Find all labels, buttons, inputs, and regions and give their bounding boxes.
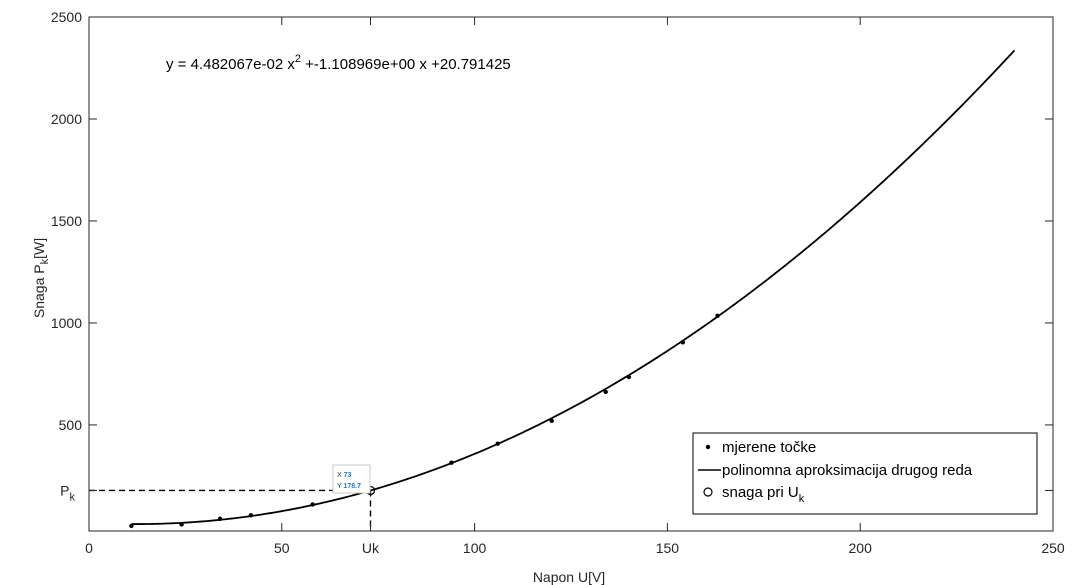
datatip-y: Y 178.7 [337, 483, 361, 490]
legend-label-power: snaga pri Uk [722, 484, 805, 505]
axes: 0 50 Uk 100 150 200 250 Pk 500 1000 1500 2000 2500 [51, 9, 1065, 556]
data-point [179, 522, 184, 527]
x-tick-label: Uk [362, 540, 380, 556]
data-point [603, 389, 608, 395]
datatip[interactable]: X 73 Y 178.7 [332, 464, 371, 494]
data-points-layer [129, 313, 720, 529]
datatip-box [332, 464, 371, 494]
y-tick-label: 2500 [51, 9, 82, 25]
x-axis-label: Napon U[V] [533, 569, 605, 585]
legend-marker-circle [703, 487, 713, 497]
data-point [248, 513, 254, 518]
legend-label-measured: mjerene točke [722, 439, 816, 456]
legend-label-fit: polinomna aproksimacija drugog reda [722, 462, 973, 479]
legend-box [692, 432, 1038, 515]
y-tick-label: 2000 [51, 111, 82, 127]
x-tick-label: 150 [656, 540, 680, 556]
y-tick-label: Pk [60, 482, 75, 503]
x-tick-label: 250 [1041, 540, 1065, 556]
data-point [549, 418, 554, 424]
legend-marker-dots [705, 444, 711, 450]
y-tick-label: 1000 [51, 315, 82, 331]
y-tick-label: 500 [59, 417, 83, 433]
fit-curve [131, 49, 1016, 525]
x-tick-label: 200 [849, 540, 873, 556]
x-tick-label: 0 [85, 540, 93, 556]
data-point [449, 460, 454, 465]
data-point [715, 313, 720, 319]
data-point [217, 516, 223, 521]
data-point [129, 523, 134, 529]
fit-curve-layer [131, 49, 1016, 525]
x-tick-label: 100 [463, 540, 487, 556]
legend: mjerene točke polinomna aproksimacija dr… [692, 432, 1038, 515]
datatip-x: X 73 [337, 472, 352, 479]
data-point [310, 502, 315, 507]
data-point [626, 374, 632, 380]
fit-equation: y = 4.482067e-02 x2 +-1.108969e+00 x +20… [166, 53, 511, 73]
y-axis-label: Snaga Pk[W] [31, 238, 51, 318]
data-point [495, 441, 500, 446]
data-point [680, 340, 686, 345]
y-tick-label: 1500 [51, 213, 82, 229]
x-tick-label: 50 [274, 540, 290, 556]
